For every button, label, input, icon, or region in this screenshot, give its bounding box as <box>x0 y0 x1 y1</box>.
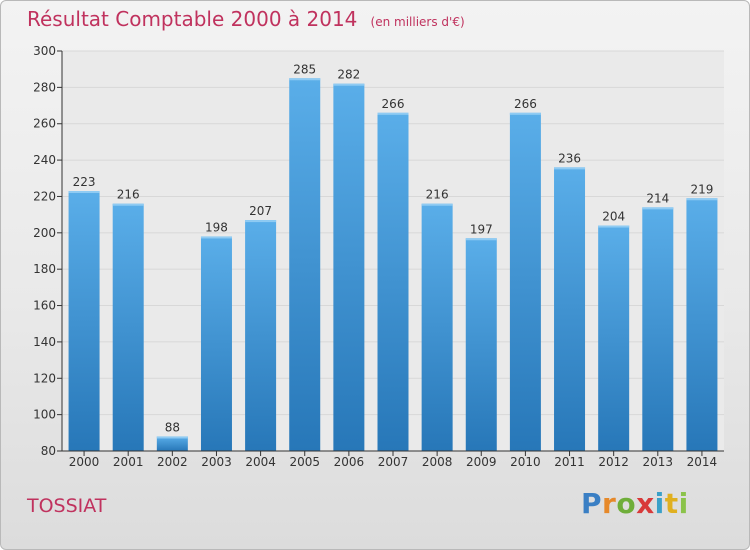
bar-2014 <box>686 198 718 451</box>
y-tick-label: 140 <box>33 335 56 349</box>
bar-2013 <box>642 207 674 451</box>
chart-title-block: Résultat Comptable 2000 à 2014 (en milli… <box>27 7 465 31</box>
value-label-2004: 207 <box>249 204 272 218</box>
y-tick-label: 100 <box>33 408 56 422</box>
bar-highlight <box>465 238 497 241</box>
bar-2009 <box>465 238 497 451</box>
value-label-2014: 219 <box>690 182 713 196</box>
value-label-2001: 216 <box>117 188 140 202</box>
x-tick-label-2014: 2014 <box>687 455 718 469</box>
y-tick-label: 120 <box>33 371 56 385</box>
chart-subtitle: (en milliers d'€) <box>370 15 465 29</box>
x-tick-label-2009: 2009 <box>466 455 497 469</box>
bar-2012 <box>598 225 630 451</box>
axes: 80 100 120 140 160 180 200 220 240 260 280 300 2000 2… <box>33 44 724 469</box>
y-tick-label: 280 <box>33 80 56 94</box>
commune-name: TOSSIAT <box>27 495 107 517</box>
proxiti-logo: Proxiti <box>581 487 689 520</box>
bars <box>68 78 718 452</box>
value-label-2002: 88 <box>165 420 180 434</box>
chart-title: Résultat Comptable 2000 à 2014 <box>27 7 358 31</box>
x-tick-label-2011: 2011 <box>554 455 585 469</box>
bar-highlight <box>377 112 409 115</box>
x-tick-label-2006: 2006 <box>334 455 365 469</box>
y-tick-label: 240 <box>33 153 56 167</box>
value-label-2012: 204 <box>602 210 625 224</box>
x-tick-label-2001: 2001 <box>113 455 144 469</box>
bar-highlight <box>421 203 453 206</box>
bar-highlight <box>289 78 321 81</box>
bar-2008 <box>421 203 453 451</box>
y-tick-label: 220 <box>33 189 56 203</box>
bar-highlight <box>156 436 188 439</box>
bar-2000 <box>68 191 100 451</box>
y-tick-label: 260 <box>33 117 56 131</box>
x-tick-label-2005: 2005 <box>289 455 320 469</box>
bar-2004 <box>245 220 277 451</box>
bar-highlight <box>333 83 365 86</box>
bar-highlight <box>200 236 232 239</box>
y-tick-label: 200 <box>33 226 56 240</box>
value-label-2006: 282 <box>337 68 360 82</box>
y-tick-label: 160 <box>33 299 56 313</box>
bar-highlight <box>245 220 277 223</box>
x-tick-label-2002: 2002 <box>157 455 188 469</box>
bar-2005 <box>289 78 321 451</box>
value-label-2013: 214 <box>646 191 669 205</box>
value-labels: 223 216 88 198 207 285 282 266 216 197 266 236 204 21… <box>73 62 714 434</box>
bar-highlight <box>642 207 674 210</box>
x-tick-label-2007: 2007 <box>378 455 409 469</box>
y-tick-label: 300 <box>33 44 56 58</box>
bar-2002 <box>156 436 188 451</box>
x-tick-label-2012: 2012 <box>598 455 629 469</box>
bar-highlight <box>554 167 586 170</box>
value-label-2010: 266 <box>514 97 537 111</box>
bar-2001 <box>112 203 144 451</box>
value-label-2007: 266 <box>382 97 405 111</box>
bar-2003 <box>200 236 232 451</box>
x-tick-label-2004: 2004 <box>245 455 276 469</box>
bar-2006 <box>333 83 365 452</box>
value-label-2003: 198 <box>205 220 228 234</box>
x-tick-label-2013: 2013 <box>643 455 674 469</box>
x-tick-label-2008: 2008 <box>422 455 453 469</box>
bar-2011 <box>554 167 586 451</box>
x-tick-label-2000: 2000 <box>69 455 100 469</box>
value-label-2000: 223 <box>73 175 96 189</box>
bar-highlight <box>686 198 718 201</box>
x-tick-label-2003: 2003 <box>201 455 232 469</box>
bar-highlight <box>68 191 100 193</box>
value-label-2008: 216 <box>426 188 449 202</box>
bar-highlight <box>112 203 144 206</box>
value-label-2009: 197 <box>470 222 493 236</box>
bar-highlight <box>598 225 630 228</box>
y-tick-label: 180 <box>33 262 56 276</box>
bar-2007 <box>377 112 409 452</box>
x-tick-label-2010: 2010 <box>510 455 541 469</box>
bar-2010 <box>509 112 541 452</box>
value-label-2005: 285 <box>293 62 316 76</box>
bar-highlight <box>509 112 541 115</box>
y-tick-label: 80 <box>41 444 56 458</box>
value-label-2011: 236 <box>558 151 581 165</box>
